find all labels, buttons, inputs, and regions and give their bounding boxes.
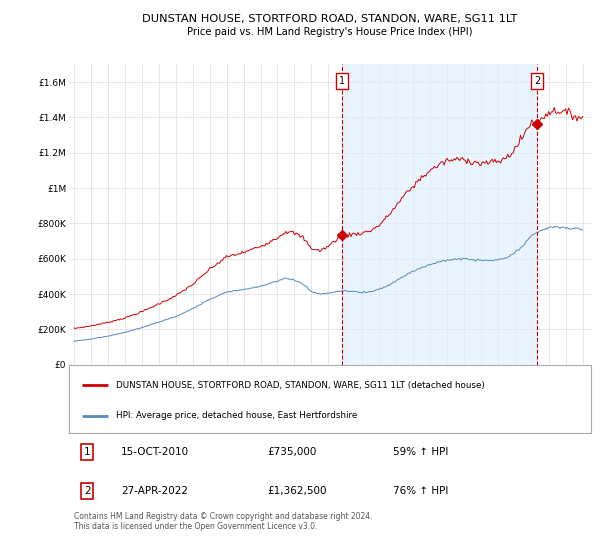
Text: 2: 2 <box>534 76 540 86</box>
Text: £1,362,500: £1,362,500 <box>268 486 327 496</box>
Text: Price paid vs. HM Land Registry's House Price Index (HPI): Price paid vs. HM Land Registry's House … <box>187 27 473 37</box>
Text: £735,000: £735,000 <box>268 447 317 457</box>
Text: 15-OCT-2010: 15-OCT-2010 <box>121 447 190 457</box>
Text: DUNSTAN HOUSE, STORTFORD ROAD, STANDON, WARE, SG11 1LT (detached house): DUNSTAN HOUSE, STORTFORD ROAD, STANDON, … <box>116 381 485 390</box>
Text: Contains HM Land Registry data © Crown copyright and database right 2024.
This d: Contains HM Land Registry data © Crown c… <box>74 512 373 531</box>
Text: 76% ↑ HPI: 76% ↑ HPI <box>392 486 448 496</box>
Text: 59% ↑ HPI: 59% ↑ HPI <box>392 447 448 457</box>
Text: 27-APR-2022: 27-APR-2022 <box>121 486 188 496</box>
Bar <box>341 64 537 365</box>
Text: 1: 1 <box>84 447 91 457</box>
Text: DUNSTAN HOUSE, STORTFORD ROAD, STANDON, WARE, SG11 1LT: DUNSTAN HOUSE, STORTFORD ROAD, STANDON, … <box>142 14 518 24</box>
Text: 2: 2 <box>84 486 91 496</box>
Text: 1: 1 <box>338 76 345 86</box>
Text: HPI: Average price, detached house, East Hertfordshire: HPI: Average price, detached house, East… <box>116 411 357 420</box>
